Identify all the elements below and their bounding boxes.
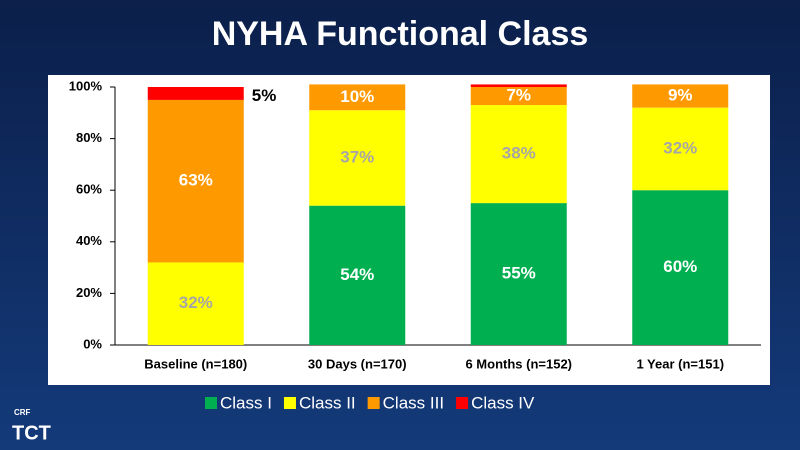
x-tick-label: 30 Days (n=170)	[308, 356, 407, 371]
data-label: 60%	[663, 257, 697, 276]
data-label: 63%	[179, 171, 213, 190]
bar-segment	[470, 203, 567, 345]
x-tick-label: 6 Months (n=152)	[465, 356, 572, 371]
bar-segment	[470, 105, 567, 204]
y-tick-label: 100%	[69, 78, 103, 93]
data-label: 37%	[340, 147, 374, 166]
data-label: 32%	[179, 293, 213, 312]
legend-swatch	[367, 397, 380, 409]
data-label: 55%	[502, 264, 536, 283]
y-tick-label: 20%	[76, 285, 102, 300]
legend-swatch	[456, 397, 469, 409]
bar-segment	[632, 190, 729, 345]
bar-segment	[632, 107, 729, 191]
bar-segment	[147, 262, 244, 345]
y-tick-label: 40%	[76, 233, 102, 248]
bar-segment	[470, 84, 567, 87]
x-tick-label: Baseline (n=180)	[144, 356, 247, 371]
bar-segment	[309, 84, 406, 111]
data-label: 38%	[502, 144, 536, 163]
data-label: 7%	[506, 86, 531, 105]
legend-label: Class III	[383, 393, 444, 412]
org-logo: CRF	[14, 408, 31, 417]
legend-swatch	[283, 397, 296, 409]
chart-title: NYHA Functional Class	[212, 15, 589, 53]
data-label: 9%	[668, 86, 693, 105]
legend-label: Class II	[299, 393, 356, 412]
bar-segment	[470, 87, 567, 106]
meeting-logo: TCT	[12, 422, 51, 444]
y-tick-label: 80%	[76, 130, 102, 145]
bar-segment	[309, 110, 406, 206]
bar-segment	[147, 87, 244, 100]
bar-segment	[632, 84, 729, 108]
bar-segment	[147, 99, 244, 263]
legend-label: Class I	[220, 393, 272, 412]
bar-segment	[309, 205, 406, 345]
data-label: 10%	[340, 87, 374, 106]
y-tick-label: 0%	[83, 336, 102, 351]
data-label: 5%	[252, 86, 277, 105]
legend-label: Class IV	[471, 393, 535, 412]
legend-swatch	[205, 397, 217, 409]
data-label: 32%	[663, 138, 697, 157]
y-tick-label: 60%	[76, 182, 102, 197]
x-tick-label: 1 Year (n=151)	[636, 356, 724, 371]
data-label: 54%	[340, 265, 374, 284]
